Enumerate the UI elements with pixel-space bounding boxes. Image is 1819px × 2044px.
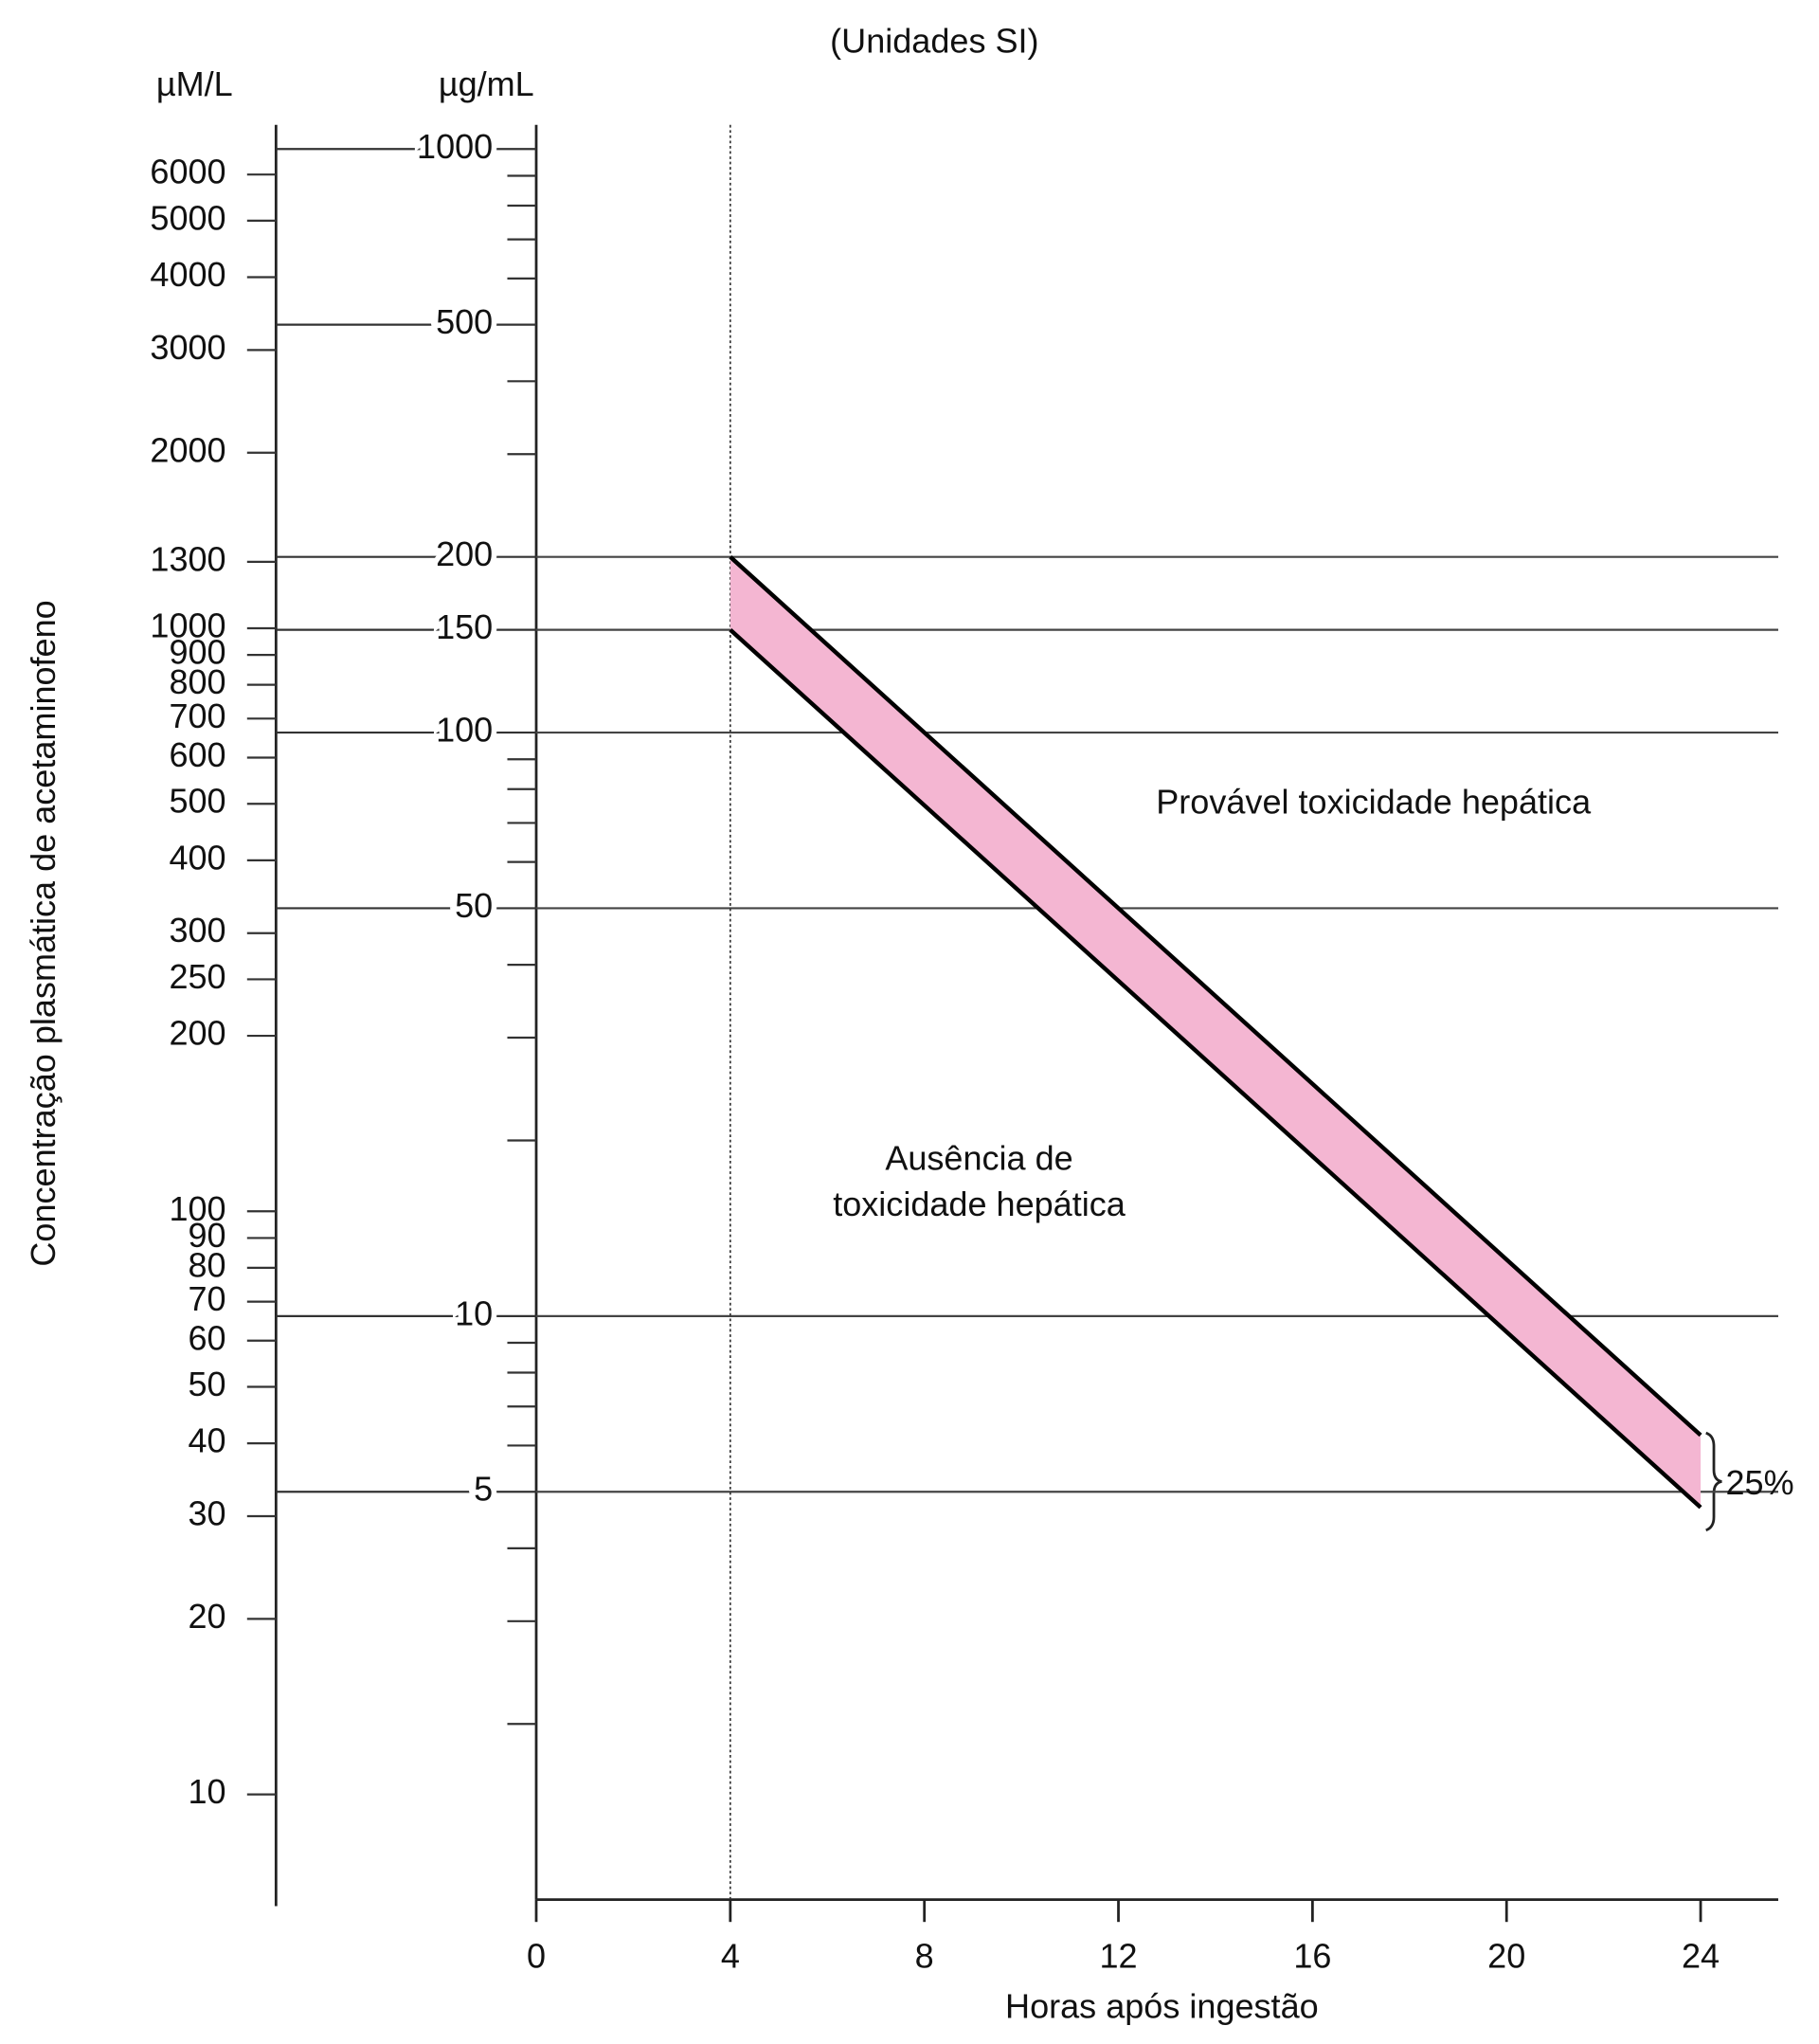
y2-tick-label: 400 (169, 838, 225, 877)
annotation: Provável toxicidade hepática (1156, 783, 1592, 822)
y2-tick-label: 5000 (150, 198, 225, 237)
chart-title: (Unidades SI) (830, 21, 1038, 60)
y2-tick-label: 200 (169, 1014, 225, 1053)
y2-tick-label: 70 (189, 1279, 226, 1318)
x-tick-label: 8 (915, 1937, 934, 1976)
y2-tick-label: 6000 (150, 153, 225, 191)
y2-tick-label: 900 (169, 633, 225, 672)
y-tick-label: 200 (436, 534, 493, 573)
x-tick-label: 20 (1487, 1937, 1525, 1976)
y-axis-label: Concentração plasmática de acetaminofeno (24, 600, 63, 1266)
y-tick-label: 10 (455, 1293, 493, 1332)
y2-tick-label: 600 (169, 735, 225, 774)
y2-tick-label: 40 (189, 1421, 226, 1460)
y-tick-label: 5 (474, 1470, 493, 1509)
y2-tick-label: 2000 (150, 430, 225, 469)
annotation: 25% (1725, 1463, 1793, 1502)
x-axis-label: Horas após ingestão (1005, 1986, 1319, 2025)
y2-tick-label: 20 (189, 1597, 226, 1636)
y2-tick-label: 90 (189, 1216, 226, 1255)
y2-tick-label: 1300 (150, 539, 225, 578)
y2-tick-label: 4000 (150, 255, 225, 294)
y2-tick-label: 500 (169, 782, 225, 821)
band-edge (729, 555, 1702, 1438)
y-tick-label: 500 (436, 302, 493, 341)
x-tick-label: 12 (1099, 1937, 1137, 1976)
y-tick-label: 1000 (417, 127, 493, 166)
y2-tick-label: 50 (189, 1365, 226, 1403)
brace (1705, 1431, 1722, 1532)
x-tick-label: 0 (527, 1937, 546, 1976)
band (729, 556, 1702, 1508)
y2-tick-label: 30 (189, 1494, 226, 1533)
y2-tick-label: 10 (189, 1772, 226, 1811)
y2-tick-label: 60 (189, 1318, 226, 1357)
y2-tick-label: 250 (169, 957, 225, 996)
y2-tick-label: 800 (169, 662, 225, 701)
x-tick-label: 24 (1682, 1937, 1720, 1976)
y2-tick-label: 3000 (150, 328, 225, 367)
plot-root: (Unidades SI) µM/L µg/mL Concentração pl… (24, 21, 1794, 2025)
y2-tick-label: 100 (169, 1189, 225, 1228)
y-tick-label: 50 (455, 886, 493, 925)
y2-tick-label: 300 (169, 911, 225, 950)
y-unit: µg/mL (439, 64, 534, 103)
y-tick-label: 150 (436, 607, 493, 646)
annotation: Ausência de (885, 1138, 1072, 1177)
y2-unit: µM/L (156, 64, 233, 103)
y2-tick-label: 80 (189, 1245, 226, 1284)
y2-tick-label: 1000 (150, 606, 225, 645)
x-tick-label: 16 (1293, 1937, 1331, 1976)
y-tick-label: 100 (436, 711, 493, 750)
band-edge (729, 627, 1702, 1510)
y2-tick-label: 700 (169, 696, 225, 735)
annotation: toxicidade hepática (833, 1185, 1126, 1223)
x-tick-label: 4 (721, 1937, 740, 1976)
